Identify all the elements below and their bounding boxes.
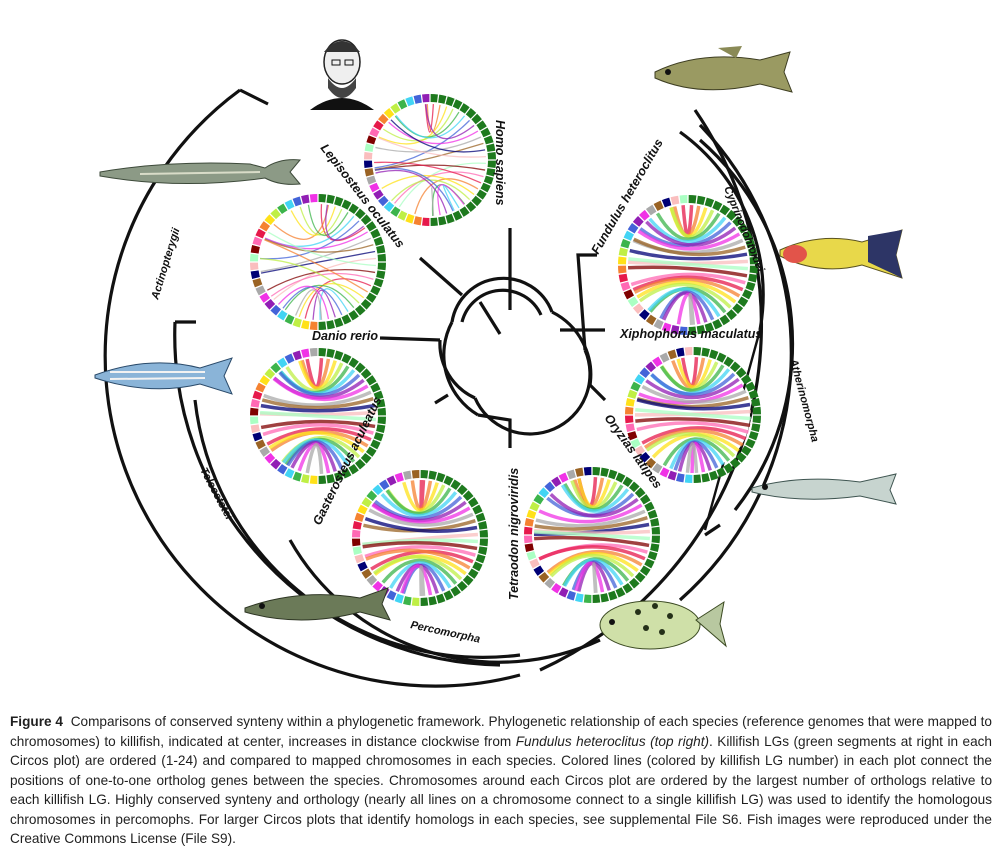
killifish-image (654, 46, 793, 93)
phylogeny-figure: Actinopterygii Teleoststei Percomorpha A… (94, 32, 903, 688)
figure-label: Figure 4 (10, 714, 63, 729)
tree-lepi-branch (418, 256, 464, 297)
species-label-xiphophorus: Xiphophorus maculatus (619, 327, 762, 341)
gar-fish-image (99, 159, 301, 185)
caption-text-2: . Killifish LGs (green segments at right… (10, 733, 992, 847)
arc-actinopterygii (103, 88, 521, 688)
arc-teleoststei (173, 321, 501, 667)
caption-italic: Fundulus heteroclitus (top right) (515, 733, 710, 749)
figure-caption: Figure 4 Comparisons of conserved synten… (10, 712, 992, 849)
medaka-image (751, 473, 897, 505)
species-label-danio: Danio rerio (312, 329, 378, 343)
tree-fundulus-stem (576, 253, 597, 351)
homo-portrait-image (308, 32, 376, 110)
arc-cyprino (679, 130, 765, 331)
figure-canvas: Actinopterygii Teleoststei Percomorpha A… (94, 32, 903, 688)
tree-center-arc-1 (450, 276, 554, 323)
circos-plot-gasterosteus (352, 470, 488, 606)
circos-plot-oryzias (625, 347, 761, 483)
tree-inner-arc-a (438, 339, 476, 400)
tree-mid-arc (442, 321, 479, 417)
platyfish-image (779, 229, 903, 279)
circos-plot-tetraodon (524, 467, 660, 603)
tree-oryzias-stem (588, 383, 607, 402)
pufferfish-image (599, 600, 727, 650)
clade-label-percomorpha: Percomorpha (409, 619, 481, 645)
tree-center-arc-2 (460, 288, 543, 323)
species-label-tetraodon: Tetraodon nigroviridis (507, 468, 521, 600)
clade-label-actinopterygii: Actinopterygii (149, 226, 183, 302)
zebrafish-image (94, 357, 233, 395)
circos-plot-fundulus (618, 195, 758, 335)
stickleback-image (244, 587, 391, 621)
circos-plots (250, 94, 761, 606)
arc-actino-tick (239, 88, 269, 106)
arc-atherino-tick (704, 523, 721, 537)
clade-label-teleoststei: Teleoststei (197, 466, 235, 523)
tree-danio-branch (379, 336, 441, 342)
tree-tetra-branch (477, 413, 512, 448)
tree-inner-arc-c (551, 310, 593, 386)
circos-plot-homo (364, 94, 496, 226)
tree-homo-stem (478, 301, 502, 335)
species-label-homo: Homo sapiens (493, 120, 507, 205)
circos-plot-danio (250, 348, 386, 484)
circos-plot-lepisosteus (250, 194, 386, 330)
tree-inner-arc-b (473, 349, 592, 436)
arc-mid-right (698, 138, 795, 511)
arc-gaster (288, 539, 601, 664)
caption-text-1: Comparisons of conserved synteny within … (10, 714, 992, 749)
clade-label-atherinomorpha: Atherinomorpha (787, 357, 821, 444)
tree-gaster-stem (434, 393, 449, 405)
